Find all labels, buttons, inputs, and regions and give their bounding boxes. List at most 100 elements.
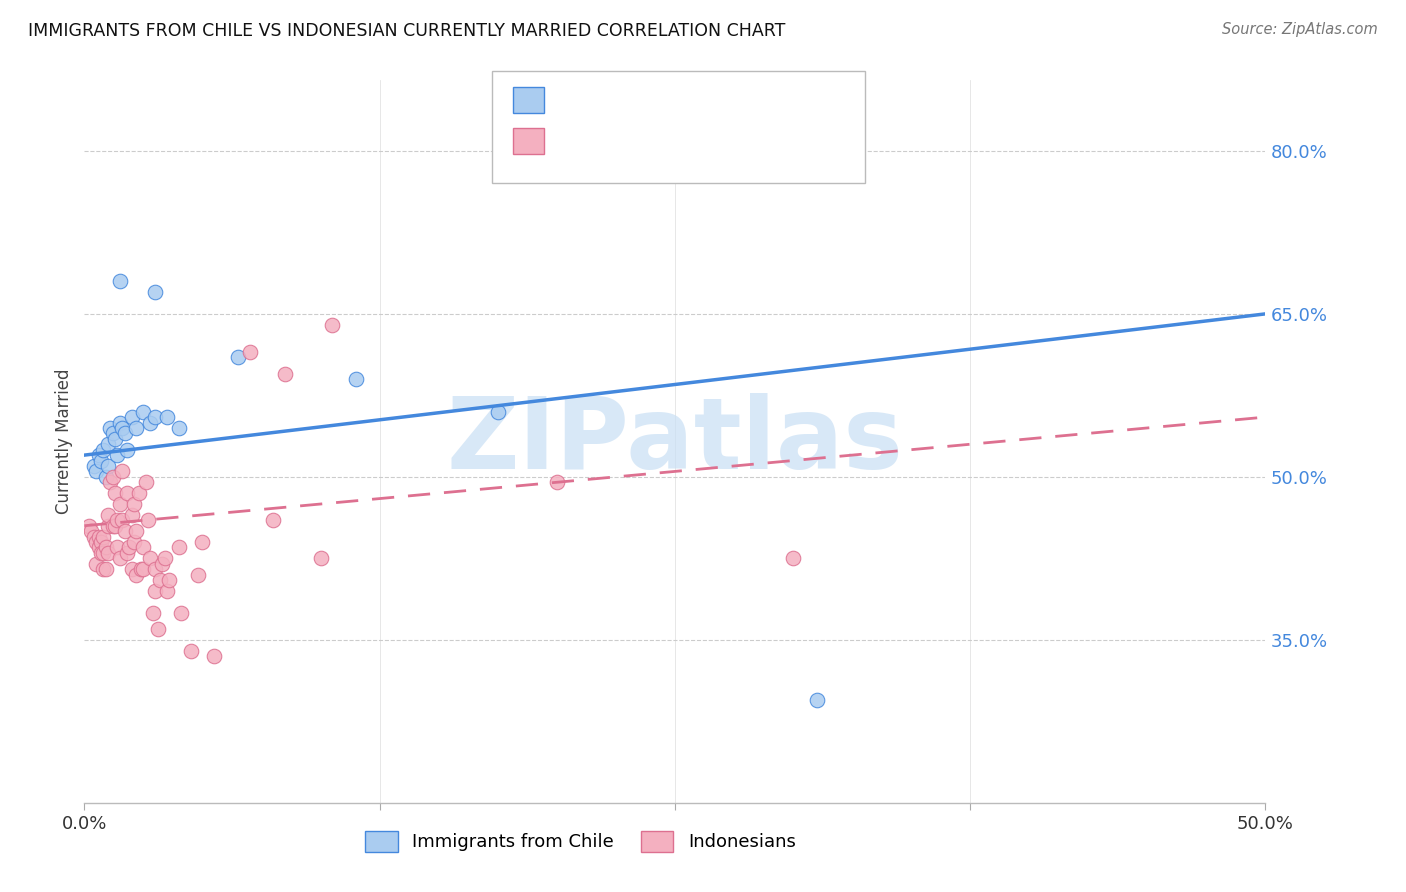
Point [104, 486, 127, 500]
Point [344, 372, 367, 386]
Point [782, 551, 804, 566]
Y-axis label: Currently Married: Currently Married [55, 368, 73, 515]
Point [97, 437, 120, 451]
Point [107, 513, 129, 527]
Point [170, 606, 193, 620]
Point [91, 442, 114, 457]
Point [108, 274, 131, 288]
Point [101, 470, 124, 484]
Point [108, 551, 131, 566]
Point [143, 583, 166, 598]
Point [111, 513, 134, 527]
Point [125, 567, 148, 582]
Point [121, 562, 143, 576]
Point [309, 551, 332, 566]
Point [226, 351, 249, 365]
Point [108, 416, 131, 430]
Point [84, 464, 107, 478]
Point [97, 546, 120, 560]
Point [180, 643, 202, 657]
Point [90, 535, 112, 549]
Point [97, 458, 120, 473]
Legend: Immigrants from Chile, Indonesians: Immigrants from Chile, Indonesians [359, 823, 803, 859]
Point [115, 546, 138, 560]
Point [239, 345, 262, 359]
Point [139, 551, 162, 566]
Point [125, 524, 148, 538]
Point [111, 464, 134, 478]
Text: Source: ZipAtlas.com: Source: ZipAtlas.com [1222, 22, 1378, 37]
Point [83, 530, 105, 544]
Point [132, 562, 155, 576]
Point [101, 518, 124, 533]
Point [121, 410, 143, 425]
Point [806, 692, 828, 706]
Point [94, 541, 117, 555]
Point [91, 562, 114, 576]
Point [94, 562, 117, 576]
Point [90, 453, 112, 467]
Point [87, 541, 110, 555]
Point [114, 524, 136, 538]
Point [80, 524, 103, 538]
Point [274, 367, 297, 381]
Point [149, 573, 172, 587]
Point [156, 410, 179, 425]
Point [143, 562, 166, 576]
Point [143, 285, 166, 300]
Point [98, 475, 121, 490]
Point [107, 541, 129, 555]
Point [167, 541, 190, 555]
Point [91, 530, 114, 544]
Text: R =  0.254   N = 29: R = 0.254 N = 29 [555, 95, 747, 113]
Point [156, 583, 179, 598]
Point [157, 573, 180, 587]
Text: R =  0.197   N = 67: R = 0.197 N = 67 [555, 135, 747, 153]
Point [122, 535, 145, 549]
Point [132, 405, 155, 419]
Point [153, 551, 176, 566]
Point [115, 442, 138, 457]
Text: IMMIGRANTS FROM CHILE VS INDONESIAN CURRENTLY MARRIED CORRELATION CHART: IMMIGRANTS FROM CHILE VS INDONESIAN CURR… [28, 22, 786, 40]
Point [108, 497, 131, 511]
Point [90, 546, 112, 560]
Point [546, 475, 568, 490]
Point [129, 562, 152, 576]
Point [486, 405, 509, 419]
Point [150, 557, 173, 571]
Point [114, 426, 136, 441]
Point [321, 318, 343, 332]
Point [104, 432, 127, 446]
Point [125, 421, 148, 435]
Point [77, 518, 100, 533]
Point [167, 421, 190, 435]
Point [122, 497, 145, 511]
Point [84, 557, 107, 571]
Point [142, 606, 165, 620]
Point [143, 410, 166, 425]
Point [87, 530, 110, 544]
Point [262, 513, 284, 527]
Point [87, 448, 110, 462]
Point [191, 535, 214, 549]
Point [115, 486, 138, 500]
Point [121, 508, 143, 522]
Point [83, 458, 105, 473]
Point [136, 513, 159, 527]
Point [132, 541, 155, 555]
Point [84, 535, 107, 549]
Point [128, 486, 150, 500]
Point [139, 416, 162, 430]
Point [111, 421, 134, 435]
Point [118, 541, 141, 555]
Text: ZIPatlas: ZIPatlas [447, 393, 903, 490]
Point [97, 518, 120, 533]
Point [101, 426, 124, 441]
Point [98, 421, 121, 435]
Point [202, 649, 225, 664]
Point [97, 508, 120, 522]
Point [146, 622, 169, 636]
Point [104, 518, 127, 533]
Point [135, 475, 157, 490]
Point [94, 470, 117, 484]
